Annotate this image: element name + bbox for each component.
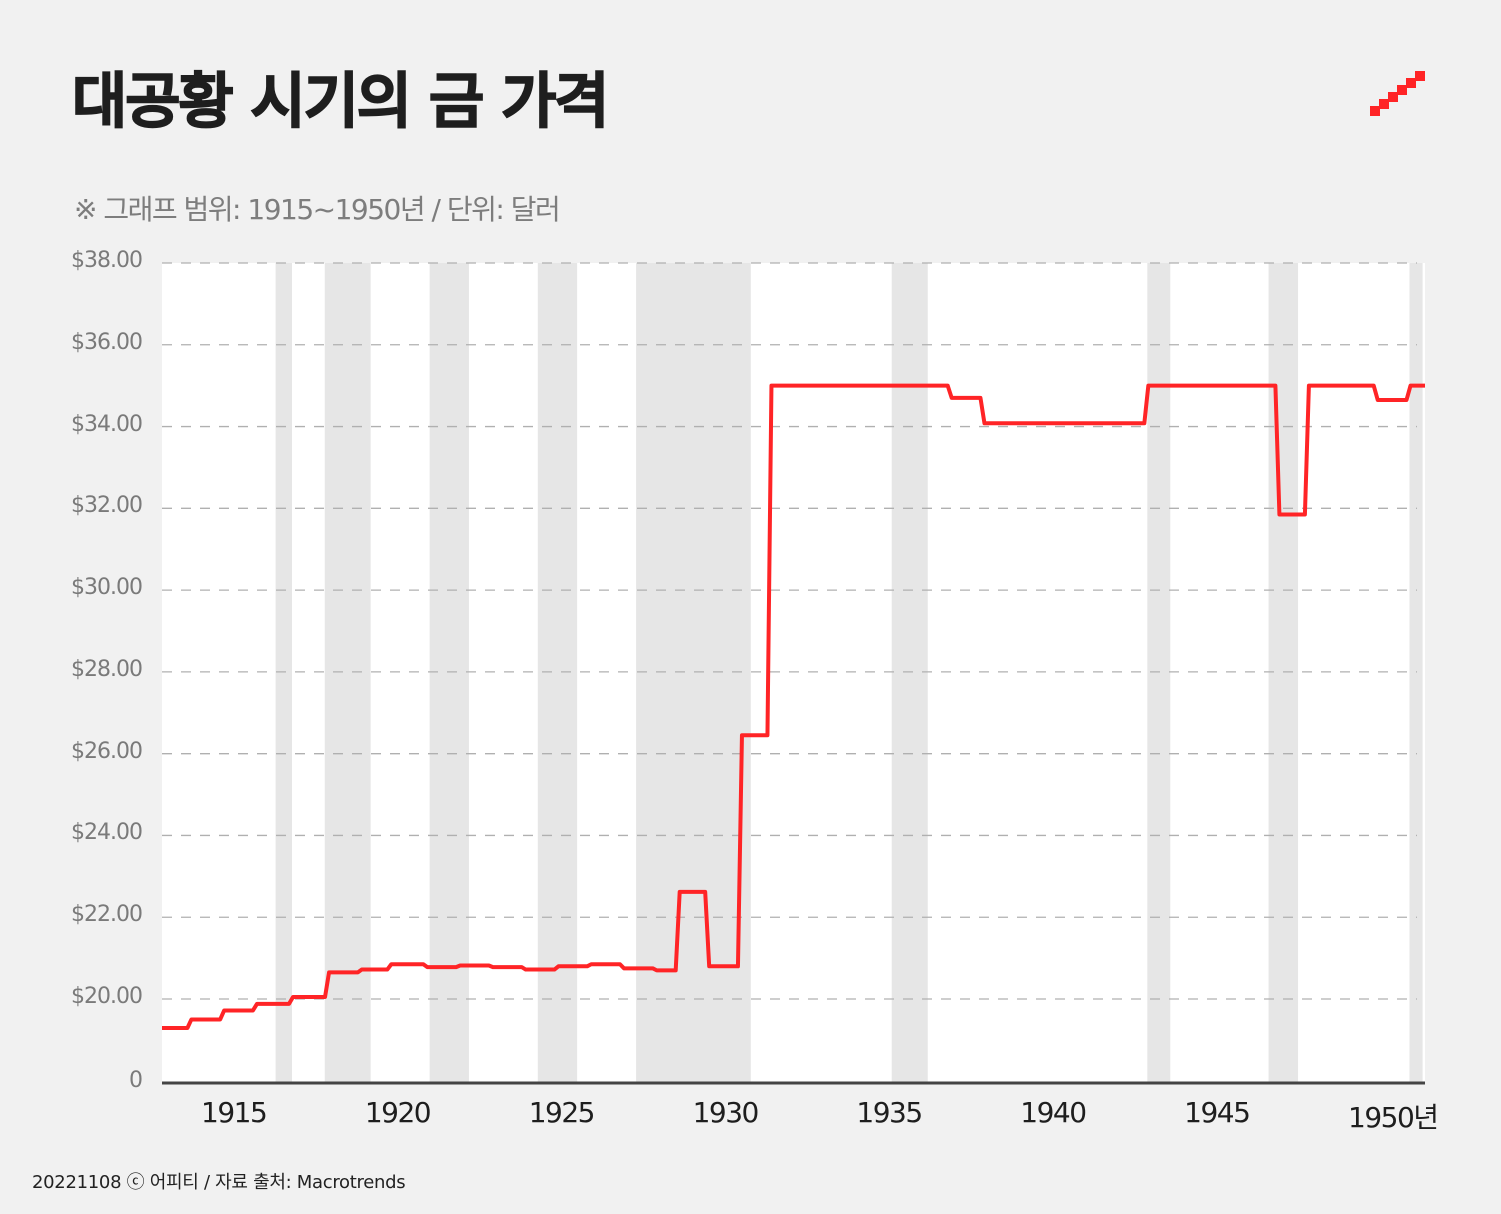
gold-price-line <box>162 383 1426 1031</box>
shaded-band <box>1147 263 1171 1083</box>
x-tick-label: 1940 <box>1020 1096 1087 1129</box>
shaded-band <box>1268 263 1299 1083</box>
page-title: 대공황 시기의 금 가격 <box>71 66 610 138</box>
y-tick-label: $22.00 <box>71 902 143 928</box>
chart-subtitle: ※ 그래프 범위: 1915~1950년 / 단위: 달러 <box>74 193 561 226</box>
y-tick-label: 0 <box>129 1068 143 1093</box>
x-tick-label: 1950년 <box>1348 1101 1439 1134</box>
y-tick-label: $20.00 <box>71 984 143 1009</box>
shaded-band <box>537 263 578 1083</box>
x-tick-label: 1915 <box>201 1096 268 1129</box>
shaded-band <box>1409 263 1423 1083</box>
shaded-band <box>429 263 469 1083</box>
shaded-band <box>636 263 751 1083</box>
shaded-band <box>324 263 371 1083</box>
gridlines <box>162 262 1417 1000</box>
y-tick-label: $38.00 <box>71 248 143 273</box>
staircase-logo-icon <box>1370 71 1425 116</box>
shaded-band <box>275 263 292 1083</box>
plot-area <box>162 263 1425 1083</box>
y-tick-label: $34.00 <box>71 411 143 437</box>
x-tick-label: 1920 <box>364 1096 432 1129</box>
y-tick-label: $36.00 <box>71 329 143 355</box>
shaded-band <box>891 263 928 1083</box>
y-tick-label: $28.00 <box>71 656 143 682</box>
y-tick-label: $24.00 <box>71 820 143 846</box>
x-tick-label: 1935 <box>856 1096 923 1129</box>
x-tick-label: 1945 <box>1184 1096 1251 1129</box>
x-tick-label: 1930 <box>692 1096 760 1129</box>
x-tick-label: 1925 <box>528 1096 596 1129</box>
y-tick-label: $26.00 <box>71 738 143 764</box>
y-tick-label: $32.00 <box>71 493 143 519</box>
shaded-periods <box>275 263 1423 1083</box>
y-tick-label: $30.00 <box>71 575 143 601</box>
source-credit: 20221108 ⓒ 어피티 / 자료 출처: Macrotrends <box>32 1172 406 1193</box>
